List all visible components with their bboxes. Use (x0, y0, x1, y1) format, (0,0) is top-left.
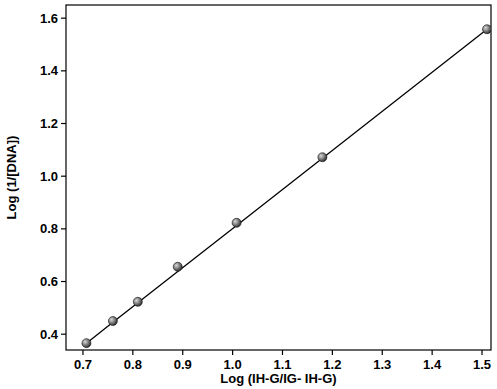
data-point (82, 339, 91, 348)
plot-frame (66, 5, 491, 350)
x-tick-label: 1.2 (323, 357, 341, 372)
plot-area (82, 25, 491, 348)
y-tick (61, 334, 66, 335)
data-point (318, 153, 327, 162)
y-tick (61, 281, 66, 282)
x-tick (132, 350, 133, 355)
x-tick-label: 1.1 (273, 357, 291, 372)
x-tick (432, 350, 433, 355)
chart: 0.7 0.8 0.9 1.0 1.1 1.2 1.3 1.4 1.5 0.4 0.6 0.8 1.0 1… (0, 0, 497, 389)
x-tick (332, 350, 333, 355)
x-tick-label: 0.9 (174, 357, 192, 372)
data-point (232, 218, 241, 227)
x-tick (82, 350, 83, 355)
y-tick-label: 0.4 (40, 327, 59, 342)
x-tick-label: 1.3 (373, 357, 391, 372)
x-tick-label: 1.4 (423, 357, 442, 372)
x-tick (182, 350, 183, 355)
x-tick-label: 0.8 (124, 357, 142, 372)
data-point (483, 25, 491, 34)
y-tick (61, 123, 66, 124)
y-tick-label: 1.4 (40, 63, 59, 78)
y-tick (61, 18, 66, 19)
y-tick (61, 228, 66, 229)
y-tick-label: 1.6 (40, 11, 58, 26)
data-point (173, 262, 182, 271)
data-point (108, 317, 117, 326)
y-axis-label: Log (1/[DNA]) (4, 136, 19, 220)
x-tick-label: 1.0 (224, 357, 242, 372)
x-tick (481, 350, 482, 355)
x-axis-label: Log (IH-G/IG- IH-G) (220, 371, 336, 386)
y-tick-label: 0.8 (40, 221, 58, 236)
x-tick-label: 0.7 (74, 357, 92, 372)
y-tick-label: 0.6 (40, 274, 58, 289)
y-tick-label: 1.0 (40, 169, 58, 184)
fit-line (86, 29, 487, 343)
x-tick (232, 350, 233, 355)
y-tick (61, 176, 66, 177)
data-point (133, 297, 142, 306)
x-tick (282, 350, 283, 355)
y-tick-label: 1.2 (40, 116, 58, 131)
x-tick-label: 1.5 (473, 357, 491, 372)
x-tick (382, 350, 383, 355)
y-tick (61, 70, 66, 71)
